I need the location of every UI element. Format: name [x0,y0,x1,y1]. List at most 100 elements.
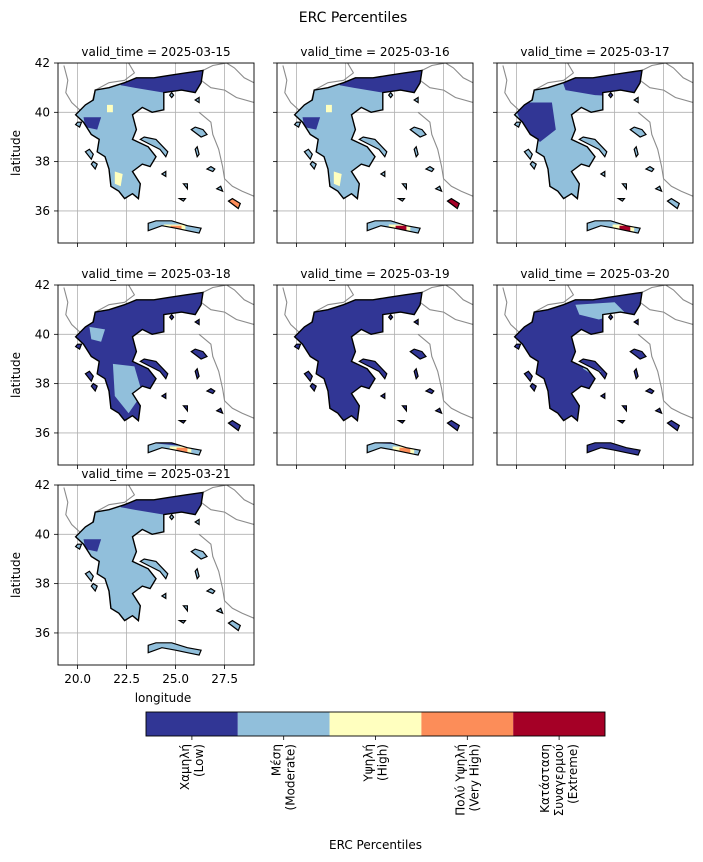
island-coastline [160,392,167,400]
island-coastline [424,165,435,173]
class-area [89,326,105,342]
island-coastline [215,607,224,615]
island-coastline [139,358,169,380]
island-coastline [616,420,626,424]
coastline [74,69,204,200]
x-tick-label: 22.5 [113,672,140,686]
island-coastline [74,343,83,350]
island-coastline [168,513,175,521]
island-coastline [529,160,537,171]
island-coastline [633,318,639,326]
island-coastline [621,405,628,413]
class-area [83,117,102,130]
island-coastline [523,148,533,161]
colorbar-class-label: (Very High) [467,744,481,811]
coastline [74,491,204,622]
island-coastline [446,197,461,210]
class-area [326,104,332,113]
panel-title: valid_time = 2025-03-17 [520,45,669,59]
island-coastline [396,420,406,424]
x-axis-label: longitude [135,691,192,705]
island-coastline [190,548,208,560]
coastline [513,69,643,200]
y-tick-label: 38 [35,377,50,391]
island-coastline [633,367,639,381]
colorbar-segment [329,712,422,736]
y-tick-label: 38 [35,155,50,169]
island-coastline [434,185,443,193]
colorbar-class-label: (Low) [192,744,206,777]
island-coastline [629,126,647,138]
island-coastline [424,387,435,395]
island-coastline [578,136,608,158]
colorbar-class-label: Πολύ Υψηλή [453,744,467,816]
axes-frame [57,484,255,666]
island-coastline [84,370,94,383]
island-coastline [194,567,200,581]
island-coastline [168,313,175,321]
map-panel: valid_time = 2025-03-17 [493,45,694,247]
map-panel: valid_time = 2025-03-20 [493,267,694,469]
island-coastline [358,136,388,158]
colorbar-class-label: (High) [376,744,390,781]
island-coastline [194,96,200,104]
island-coastline [633,96,639,104]
colorbar-frame [145,711,606,737]
island-coastline [194,145,200,159]
country-border [202,63,254,84]
panel-title: valid_time = 2025-03-19 [300,267,449,281]
island-coastline [160,170,167,178]
country-border [637,111,693,197]
island-coastline [293,343,302,350]
island-coastline [607,313,614,321]
panel-title: valid_time = 2025-03-18 [81,267,230,281]
island-coastline [621,183,628,191]
island-coastline [379,392,386,400]
island-coastline [446,419,461,432]
country-border [202,285,254,306]
country-border [417,333,473,419]
country-border [198,111,254,197]
y-tick-label: 42 [35,278,50,292]
island-coastline [387,91,394,99]
country-border [421,285,473,306]
class-area [112,363,143,414]
island-coastline [666,419,681,432]
axes-frame [57,62,255,244]
figure-title: ERC Percentiles [299,10,407,26]
island-coastline [409,348,427,360]
island-coastline [309,382,317,393]
colorbar-segment [513,712,605,736]
island-coastline [396,198,406,202]
island-coastline [205,165,216,173]
island-coastline [413,145,419,159]
island-coastline [358,358,388,380]
colorbar: Χαμηλή (Low) Μέση (Moderate) Υψηλή (High) Πολύ… [145,711,606,852]
class-area [107,104,113,113]
colorbar-class-label: Κατάσταση [538,744,552,813]
x-tick-label: 25.0 [162,672,189,686]
map-panel: valid_time = 2025-03-18 36 38 40 42 latitude [9,267,255,469]
class-area [302,117,321,130]
map-panel: valid_time = 2025-03-21 36 38 40 42 latitude 2… [9,467,255,705]
island-coastline [379,170,386,178]
colorbar-class-label: Χαμηλή [178,744,192,790]
colorbar-class-label: Συναγερμού [552,744,566,816]
x-tick-label: 20.0 [64,672,91,686]
island-coastline [366,220,421,234]
island-coastline [413,318,419,326]
panel-title: valid_time = 2025-03-20 [520,267,669,281]
island-coastline [586,220,641,234]
island-coastline [84,148,94,161]
island-coastline [227,197,242,210]
y-tick-label: 36 [35,426,50,440]
island-coastline [90,382,98,393]
island-coastline [194,318,200,326]
map-panel: valid_time = 2025-03-19 [273,267,474,469]
island-coastline [413,96,419,104]
country-border [639,79,693,104]
island-coastline [227,419,242,432]
island-coastline [401,405,407,413]
island-coastline [90,160,98,171]
y-tick-label: 38 [35,577,50,591]
